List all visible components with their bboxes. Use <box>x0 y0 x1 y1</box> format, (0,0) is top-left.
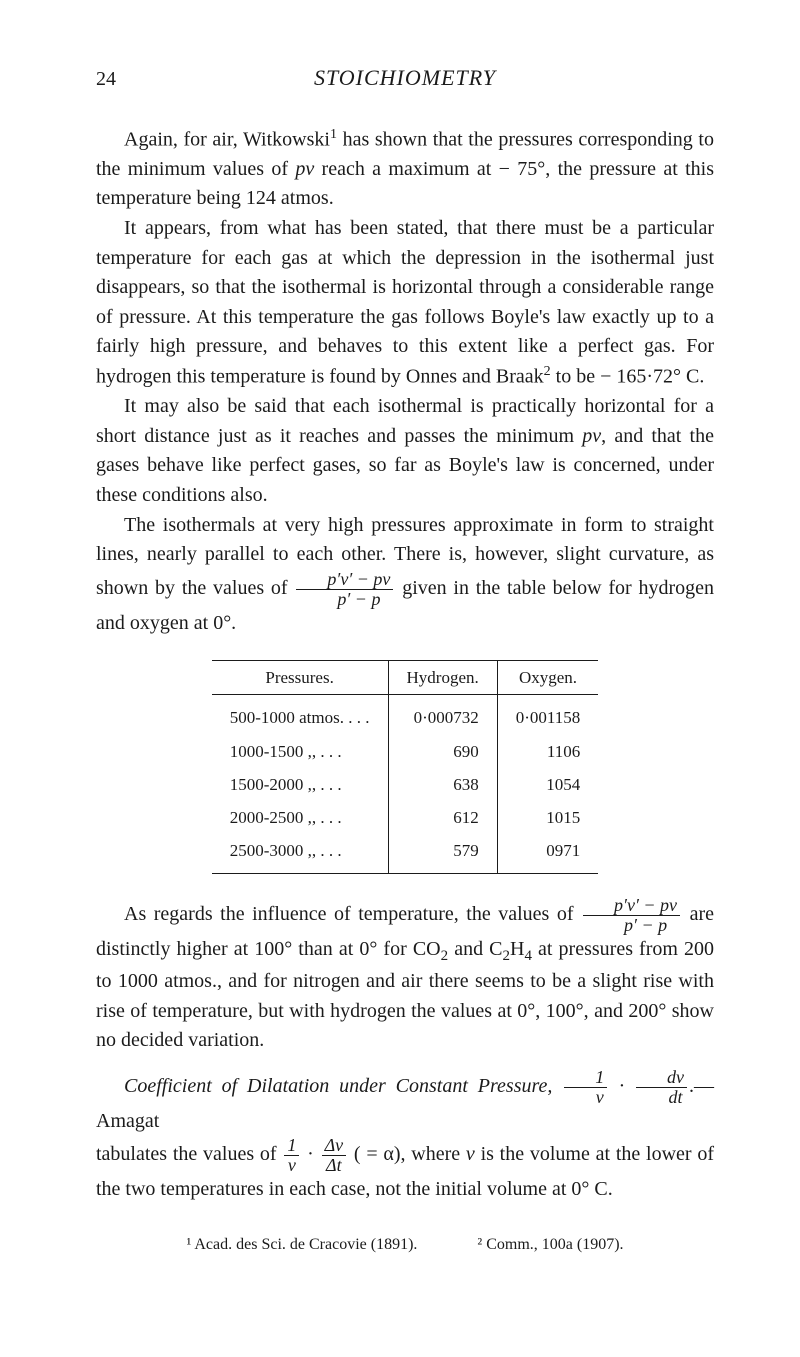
data-table: Pressures. Hydrogen. Oxygen. 500-1000 at… <box>212 660 599 874</box>
footnote-ref-2: 2 <box>544 364 551 379</box>
text: · <box>609 1075 634 1097</box>
numerator: 1 <box>564 1068 607 1088</box>
table-cell: 0·000732 <box>388 695 497 735</box>
text: As regards the influence of temperature,… <box>124 903 581 925</box>
fraction: p′v′ − pvp′ − p <box>294 570 395 609</box>
table-cell: 2000-2500 ,, . . . <box>212 801 388 834</box>
paragraph-4: The isothermals at very high pressures a… <box>96 511 714 639</box>
paragraph-5: As regards the influence of temperature,… <box>96 896 714 1056</box>
formula-pv: pv <box>582 425 601 447</box>
table-row: 1500-2000 ,, . . . 638 1054 <box>212 768 599 801</box>
numerator: 1 <box>284 1136 299 1156</box>
table-cell: 1000-1500 ,, . . . <box>212 735 388 768</box>
footnote-2: ² Comm., 100a (1907). <box>477 1236 623 1253</box>
numerator: p′v′ − pv <box>583 896 680 916</box>
paragraph-1: Again, for air, Witkowski1 has shown tha… <box>96 125 714 214</box>
page-header: 24 STOICHIOMETRY <box>96 62 714 95</box>
denominator: p′ − p <box>296 590 393 609</box>
table-header: Oxygen. <box>497 661 598 695</box>
denominator: dt <box>636 1088 687 1107</box>
table-cell: 1500-2000 ,, . . . <box>212 768 388 801</box>
denominator: v <box>564 1088 607 1107</box>
table-cell: 579 <box>388 834 497 874</box>
subscript: 2 <box>503 948 511 964</box>
paragraph-2: It appears, from what has been stated, t… <box>96 214 714 392</box>
fraction: ΔvΔt <box>320 1136 349 1175</box>
text: · <box>301 1143 319 1165</box>
running-title: STOICHIOMETRY <box>146 62 714 95</box>
denominator: Δt <box>322 1156 347 1175</box>
table-header: Pressures. <box>212 661 388 695</box>
table-cell: 0·001158 <box>497 695 598 735</box>
fraction: 1v <box>282 1136 301 1175</box>
table-cell: 2500-3000 ,, . . . <box>212 834 388 874</box>
table-row: 1000-1500 ,, . . . 690 1106 <box>212 735 599 768</box>
subscript: 4 <box>524 948 532 964</box>
table-cell: 612 <box>388 801 497 834</box>
text: Coefficient of Dilatation under Constant… <box>124 1075 562 1097</box>
table-row: 2000-2500 ,, . . . 612 1015 <box>212 801 599 834</box>
formula-v: v <box>466 1143 475 1165</box>
numerator: Δv <box>322 1136 347 1156</box>
table-cell: 1054 <box>497 768 598 801</box>
table-cell: 500-1000 atmos. . . . <box>212 695 388 735</box>
table-cell: 638 <box>388 768 497 801</box>
table-header-row: Pressures. Hydrogen. Oxygen. <box>212 661 599 695</box>
fraction: p′v′ − pvp′ − p <box>581 896 682 935</box>
text: H <box>510 938 524 960</box>
table-row: 500-1000 atmos. . . . 0·000732 0·001158 <box>212 695 599 735</box>
table-header: Hydrogen. <box>388 661 497 695</box>
table-cell: 690 <box>388 735 497 768</box>
fraction: 1v <box>562 1068 609 1107</box>
formula-pv: pv <box>295 158 314 180</box>
table-cell: 0971 <box>497 834 598 874</box>
denominator: p′ − p <box>583 916 680 935</box>
text: and C <box>448 938 502 960</box>
paragraph-6: tabulates the values of 1v · ΔvΔt ( = α)… <box>96 1136 714 1204</box>
table-row: 2500-3000 ,, . . . 579 0971 <box>212 834 599 874</box>
numerator: p′v′ − pv <box>296 570 393 590</box>
text: tabulates the values of <box>96 1143 282 1165</box>
table-cell: 1106 <box>497 735 598 768</box>
section-heading: Coefficient of Dilatation under Constant… <box>96 1068 714 1136</box>
text: It appears, from what has been stated, t… <box>96 217 714 388</box>
fraction: dvdt <box>634 1068 689 1107</box>
denominator: v <box>284 1156 299 1175</box>
table-cell: 1015 <box>497 801 598 834</box>
text: Again, for air, Witkowski <box>124 128 330 150</box>
footnotes: ¹ Acad. des Sci. de Cracovie (1891). ² C… <box>96 1233 714 1257</box>
text: ( = α), where <box>348 1143 466 1165</box>
subscript: 2 <box>441 948 449 964</box>
footnote-ref-1: 1 <box>330 127 337 142</box>
paragraph-3: It may also be said that each isothermal… <box>96 392 714 510</box>
text: to be − 165·72° C. <box>551 366 705 388</box>
footnote-1: ¹ Acad. des Sci. de Cracovie (1891). <box>186 1236 417 1253</box>
numerator: dv <box>636 1068 687 1088</box>
page-number: 24 <box>96 65 146 95</box>
